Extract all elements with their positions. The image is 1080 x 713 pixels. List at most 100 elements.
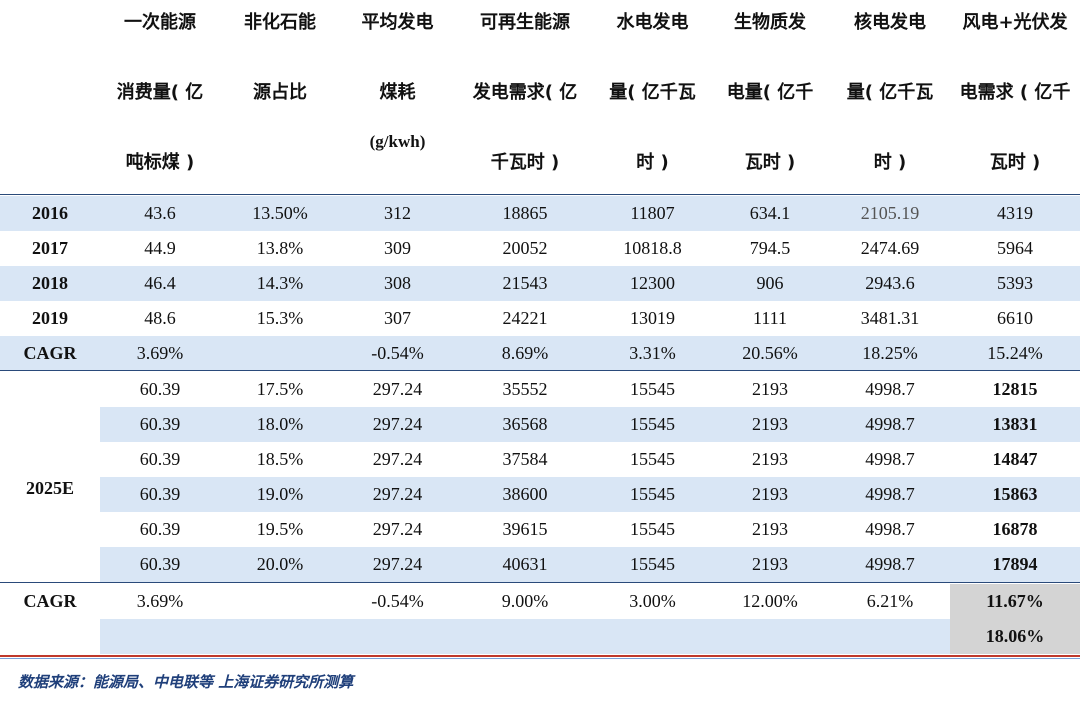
column-header-line: 源占比 <box>253 82 307 103</box>
column-header-line: 风电+光伏发 <box>962 12 1068 33</box>
table-cell: 37584 <box>502 449 548 469</box>
column-header-line: 一次能源 <box>124 12 196 33</box>
table-cell <box>220 584 340 619</box>
row-label: CAGR <box>23 591 77 611</box>
header-rule <box>0 194 1080 195</box>
table-cell: 3.31% <box>629 343 676 363</box>
table-cell: 13831 <box>992 414 1038 434</box>
table-cell: 60.39 <box>139 379 181 399</box>
table-cell: 40631 <box>502 554 548 574</box>
row-band <box>100 619 950 654</box>
column-header: 可再生能源 发电需求( 亿千瓦时 ) <box>455 0 595 195</box>
table-cell: 21543 <box>502 273 548 293</box>
column-header-line: 时 ) <box>636 152 669 173</box>
table-cell: 4998.7 <box>865 484 915 504</box>
table-cell: 4998.7 <box>865 519 915 539</box>
table-cell: 17.5% <box>256 379 304 399</box>
column-header-line: 生物质发 <box>734 12 806 33</box>
source-note: 数据来源：能源局、中电联等 上海证券研究所测算 <box>18 673 354 691</box>
table-cell: 297.24 <box>372 484 423 504</box>
table-cell: 36568 <box>502 414 548 434</box>
column-header: 生物质发电量( 亿千 瓦时 ) <box>710 0 830 195</box>
table-cell: 60.39 <box>139 414 181 434</box>
column-header-line: 可再生能源 <box>480 12 570 33</box>
table-row: 60.39 19.0% 297.24 38600 15545 2193 4998.7 1586… <box>0 477 1080 512</box>
table-cell: 794.5 <box>749 238 791 258</box>
table-cell: 634.1 <box>749 203 791 223</box>
column-header-line: (g/kwh) <box>369 132 426 151</box>
table-cell: 46.4 <box>144 273 176 293</box>
table-cell: 4319 <box>997 203 1033 223</box>
row-band <box>100 477 1080 512</box>
table-cell: 14847 <box>992 449 1038 469</box>
table-cell: 17894 <box>992 554 1038 574</box>
column-header-line: 量( 亿千瓦 <box>846 82 934 103</box>
table-cell: 10818.8 <box>623 238 682 258</box>
table-cell: 15545 <box>630 379 675 399</box>
column-header-line: 发电需求( 亿 <box>472 82 578 103</box>
table-cell: 5964 <box>997 238 1033 258</box>
table-cell: 12815 <box>992 379 1038 399</box>
column-header-line: 煤耗 <box>379 82 416 103</box>
row-band <box>100 407 1080 442</box>
table-cell: 297.24 <box>372 414 423 434</box>
table-cell: 15.3% <box>256 308 304 328</box>
row-label: 2017 <box>32 238 68 258</box>
table-cell: 297.24 <box>372 449 423 469</box>
table-cell: 20052 <box>502 238 548 258</box>
table-cell: 20.56% <box>742 343 798 363</box>
table-cell: 2193 <box>752 449 788 469</box>
table-header: 一次能源消费量( 亿吨标煤 ) 非化石能 源占比 平均发电煤耗 (g/kwh) 可再生能源… <box>0 0 1080 195</box>
table-cell: 15545 <box>630 484 675 504</box>
table-cell: 15545 <box>630 554 675 574</box>
column-header-line: 核电发电 <box>854 12 926 33</box>
forecast-year-label: 2025E <box>25 478 74 498</box>
table-cell: 16878 <box>992 519 1038 539</box>
row-label: 2016 <box>32 203 68 223</box>
table-cell: 2105.19 <box>860 203 920 223</box>
table-cell: 20.0% <box>256 554 304 574</box>
column-header-line: 量( 亿千瓦 <box>609 82 696 103</box>
table-cell: 11807 <box>630 203 675 223</box>
column-header: 风电+光伏发 电需求 ( 亿千 瓦时 ) <box>950 0 1080 195</box>
table-row: 60.39 19.5% 297.24 39615 15545 2193 4998.7 1687… <box>0 512 1080 547</box>
table-cell: 3.69% <box>136 591 184 611</box>
table-cell: 2193 <box>752 554 788 574</box>
table-cell: 297.24 <box>372 554 423 574</box>
table-cell: 19.0% <box>256 484 304 504</box>
column-header-line: 电量( 亿千 <box>726 82 814 103</box>
table-cell: 2193 <box>752 484 788 504</box>
table-cell: 297.24 <box>372 519 423 539</box>
table-row: 2019 48.6 15.3% 307 24221 13019 1111 3481.31 661… <box>0 301 1080 336</box>
table-cell: 6.21% <box>866 591 914 611</box>
table-row: 60.39 17.5% 297.24 35552 15545 2193 4998.7 1281… <box>0 372 1080 407</box>
footer-red-rule <box>0 655 1080 657</box>
table-cell: 308 <box>384 273 411 293</box>
table-cell: 2943.6 <box>865 273 915 293</box>
table-cell: 1111 <box>753 308 787 328</box>
table-cell: 12300 <box>630 273 675 293</box>
table-row: CAGR 3.69% -0.54% 8.69% 3.31% 20.56% 18.25% 15.… <box>0 336 1080 371</box>
row-label: CAGR <box>23 343 77 363</box>
table-cell: 312 <box>384 203 411 223</box>
column-header-line: 瓦时 ) <box>744 152 796 173</box>
row-band <box>100 547 1080 582</box>
column-header-line: 消费量( 亿 <box>116 82 204 103</box>
table-cell: 2474.69 <box>860 238 920 258</box>
table-cell: 3481.31 <box>860 308 920 328</box>
table-row: 2017 44.9 13.8% 309 20052 10818.8 794.5 2474.69… <box>0 231 1080 266</box>
table-row: 60.39 20.0% 297.24 40631 15545 2193 4998.7 1789… <box>0 547 1080 582</box>
table-cell: 14.3% <box>256 273 304 293</box>
table-cell: 8.69% <box>501 343 549 363</box>
column-header-line: 平均发电 <box>361 12 434 33</box>
row-label: 2019 <box>32 308 68 328</box>
table-cell: 3.00% <box>629 591 676 611</box>
table-cell: 15545 <box>630 519 675 539</box>
table-cell: 60.39 <box>139 519 181 539</box>
table-cell: 60.39 <box>139 449 181 469</box>
table-cell: 12.00% <box>742 591 798 611</box>
column-header: 非化石能 源占比 <box>220 0 340 195</box>
table-cell: 18.25% <box>862 343 918 363</box>
table-cell: 13.8% <box>256 238 304 258</box>
column-header-line: 吨标煤 ) <box>125 152 195 173</box>
